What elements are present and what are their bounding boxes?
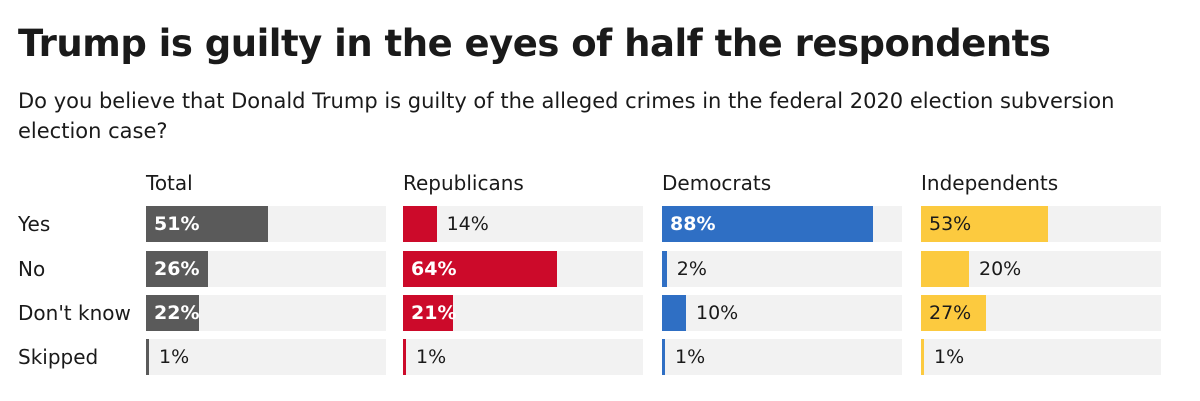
group-header: Total	[146, 170, 193, 196]
bar-track: 2%	[662, 251, 902, 287]
bar-track: 27%	[921, 295, 1161, 331]
bar	[662, 251, 667, 287]
data-label: 14%	[447, 206, 489, 242]
bar	[403, 206, 437, 242]
data-label: 64%	[411, 251, 456, 287]
data-label: 2%	[677, 251, 707, 287]
group-header: Independents	[921, 170, 1058, 196]
row-label: Don't know	[18, 295, 131, 331]
bar	[146, 339, 149, 375]
group-header: Republicans	[403, 170, 524, 196]
data-label: 53%	[929, 206, 971, 242]
chart-subtitle: Do you believe that Donald Trump is guil…	[18, 86, 1178, 146]
bar-track: 20%	[921, 251, 1161, 287]
data-label: 26%	[154, 251, 199, 287]
bar-track: 1%	[921, 339, 1161, 375]
bar-track: 64%	[403, 251, 643, 287]
data-label: 20%	[979, 251, 1021, 287]
bar-track: 1%	[662, 339, 902, 375]
bar-track: 10%	[662, 295, 902, 331]
data-label: 1%	[416, 339, 446, 375]
data-label: 22%	[154, 295, 199, 331]
data-label: 1%	[159, 339, 189, 375]
bar	[921, 251, 969, 287]
bar-track: 1%	[146, 339, 386, 375]
row-label: No	[18, 251, 45, 287]
data-label: 51%	[154, 206, 199, 242]
bar-track: 53%	[921, 206, 1161, 242]
bar	[662, 339, 665, 375]
bar-track: 1%	[403, 339, 643, 375]
data-label: 88%	[670, 206, 715, 242]
bar-track: 26%	[146, 251, 386, 287]
bar-track: 14%	[403, 206, 643, 242]
data-label: 10%	[696, 295, 738, 331]
data-label: 21%	[411, 295, 456, 331]
row-label: Skipped	[18, 339, 98, 375]
group-header: Democrats	[662, 170, 771, 196]
data-label: 1%	[934, 339, 964, 375]
bar-track: 88%	[662, 206, 902, 242]
bar	[403, 339, 406, 375]
chart-title: Trump is guilty in the eyes of half the …	[18, 22, 1050, 65]
bar-track: 21%	[403, 295, 643, 331]
data-label: 1%	[675, 339, 705, 375]
bar	[662, 295, 686, 331]
bar-track: 51%	[146, 206, 386, 242]
data-label: 27%	[929, 295, 971, 331]
bar	[921, 339, 924, 375]
bar-track: 22%	[146, 295, 386, 331]
row-label: Yes	[18, 206, 50, 242]
